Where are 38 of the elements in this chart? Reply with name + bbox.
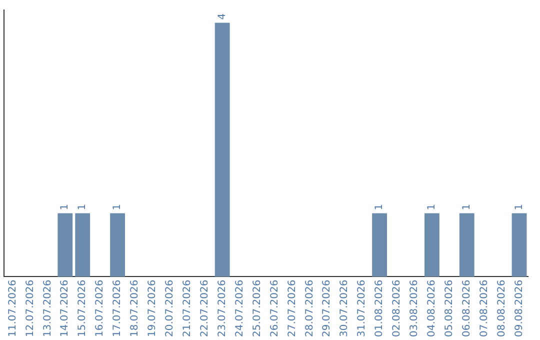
x-tick-label: 22.07.2026 — [199, 280, 210, 338]
x-tick-label: 06.08.2026 — [461, 280, 472, 338]
data-label: 1 — [461, 204, 472, 210]
x-tick-label: 04.08.2026 — [426, 280, 438, 338]
data-label: 1 — [60, 204, 71, 210]
x-tick-label: 08.08.2026 — [496, 280, 508, 338]
x-tick-label: 15.07.2026 — [77, 280, 88, 338]
x-tick-label: 13.07.2026 — [42, 280, 54, 338]
x-tick-label: 05.08.2026 — [444, 280, 455, 338]
x-tick-label: 27.07.2026 — [286, 280, 298, 338]
x-tick-label: 24.07.2026 — [234, 280, 246, 338]
x-tick-label: 11.07.2026 — [7, 280, 18, 338]
data-label: 1 — [77, 204, 88, 210]
x-tick-label: 17.07.2026 — [112, 280, 124, 338]
x-tick-label: 28.07.2026 — [304, 280, 316, 338]
x-tick-label: 07.08.2026 — [478, 280, 490, 338]
x-tick-label: 25.07.2026 — [252, 280, 263, 338]
data-label: 1 — [112, 204, 124, 210]
x-tick-label: 12.07.2026 — [24, 280, 36, 338]
x-tick-label: 30.07.2026 — [339, 280, 350, 338]
x-tick-label: 16.07.2026 — [94, 280, 106, 338]
x-tick-label: 21.07.2026 — [182, 280, 193, 338]
x-tick-label: 02.08.2026 — [392, 280, 403, 338]
data-label: 1 — [514, 204, 525, 210]
x-tick-label: 26.07.2026 — [269, 280, 280, 338]
data-label: 1 — [374, 204, 386, 210]
x-tick-label: 19.07.2026 — [147, 280, 158, 338]
data-label: 1 — [426, 204, 438, 210]
x-tick-label: 29.07.2026 — [322, 280, 333, 338]
data-label: 4 — [216, 13, 228, 20]
x-tick-label: 03.08.2026 — [409, 280, 420, 338]
x-tick-label: 09.08.2026 — [514, 280, 525, 338]
x-tick-label: 31.07.2026 — [356, 280, 368, 338]
x-tick-label: 23.07.2026 — [216, 280, 228, 338]
x-tick-label: 20.07.2026 — [164, 280, 176, 338]
x-tick-label: 14.07.2026 — [60, 280, 71, 338]
x-tick-label: 18.07.2026 — [130, 280, 141, 338]
x-tick-label: 01.08.2026 — [374, 280, 386, 338]
